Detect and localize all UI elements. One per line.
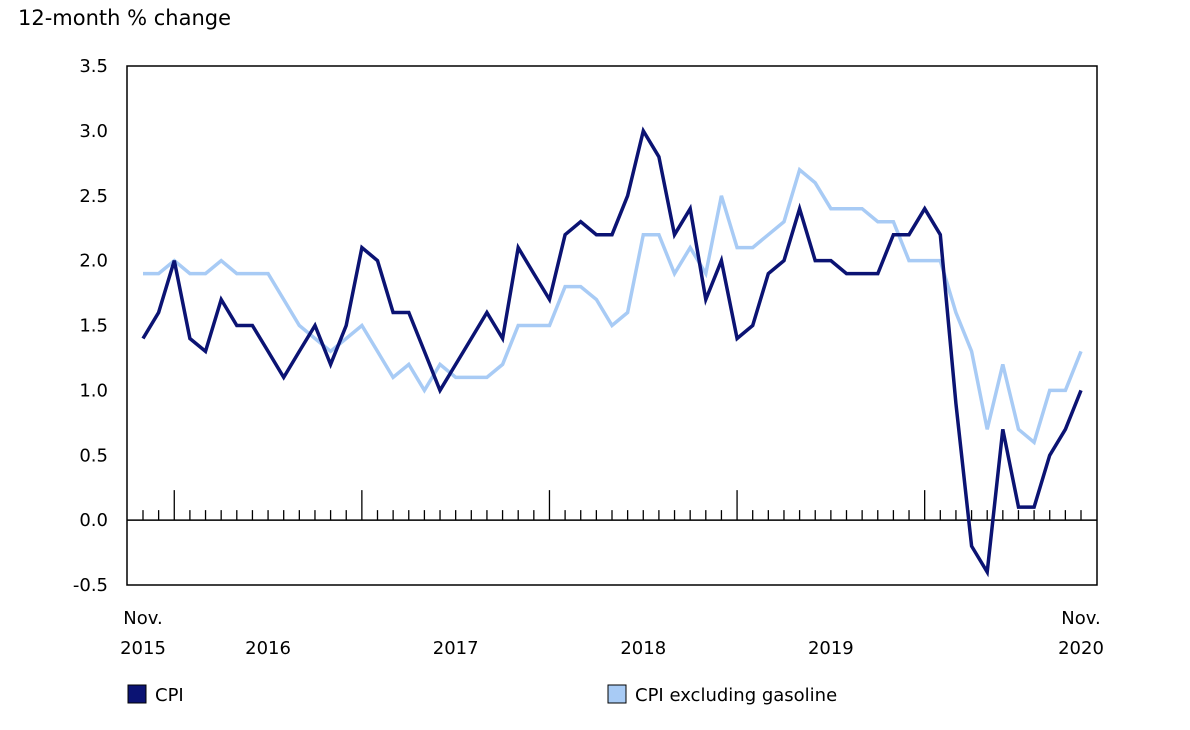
y-tick-label: 0.5 xyxy=(79,445,108,466)
x-tick-label: 2016 xyxy=(245,638,291,659)
x-tick-label: 2018 xyxy=(620,638,666,659)
y-tick-label: 1.0 xyxy=(79,380,108,401)
y-tick-label: 2.0 xyxy=(79,251,108,272)
legend-label: CPI xyxy=(155,685,184,706)
y-tick-label: 3.0 xyxy=(79,121,108,142)
x-tick-label: 2015 xyxy=(120,638,166,659)
y-tick-label: 1.5 xyxy=(79,316,108,337)
y-tick-label: 0.0 xyxy=(79,510,108,531)
series-line-cpi xyxy=(141,126,1083,578)
x-tick-label: 2017 xyxy=(433,638,479,659)
x-tick-label: 2019 xyxy=(808,638,854,659)
plot-frame xyxy=(126,65,1098,586)
y-axis-title: 12-month % change xyxy=(18,6,231,30)
legend-swatch xyxy=(607,684,627,704)
y-tick-label: -0.5 xyxy=(73,575,108,596)
y-tick-label: 2.5 xyxy=(79,186,108,207)
x-tick-label: Nov. xyxy=(1061,608,1100,629)
series-line-cpi-excluding-gasoline xyxy=(143,166,1083,446)
legend-swatch xyxy=(127,684,147,704)
x-tick-label: Nov. xyxy=(123,608,162,629)
y-tick-label: 3.5 xyxy=(79,56,108,77)
legend-label: CPI excluding gasoline xyxy=(635,685,837,706)
x-tick-label: 2020 xyxy=(1058,638,1104,659)
